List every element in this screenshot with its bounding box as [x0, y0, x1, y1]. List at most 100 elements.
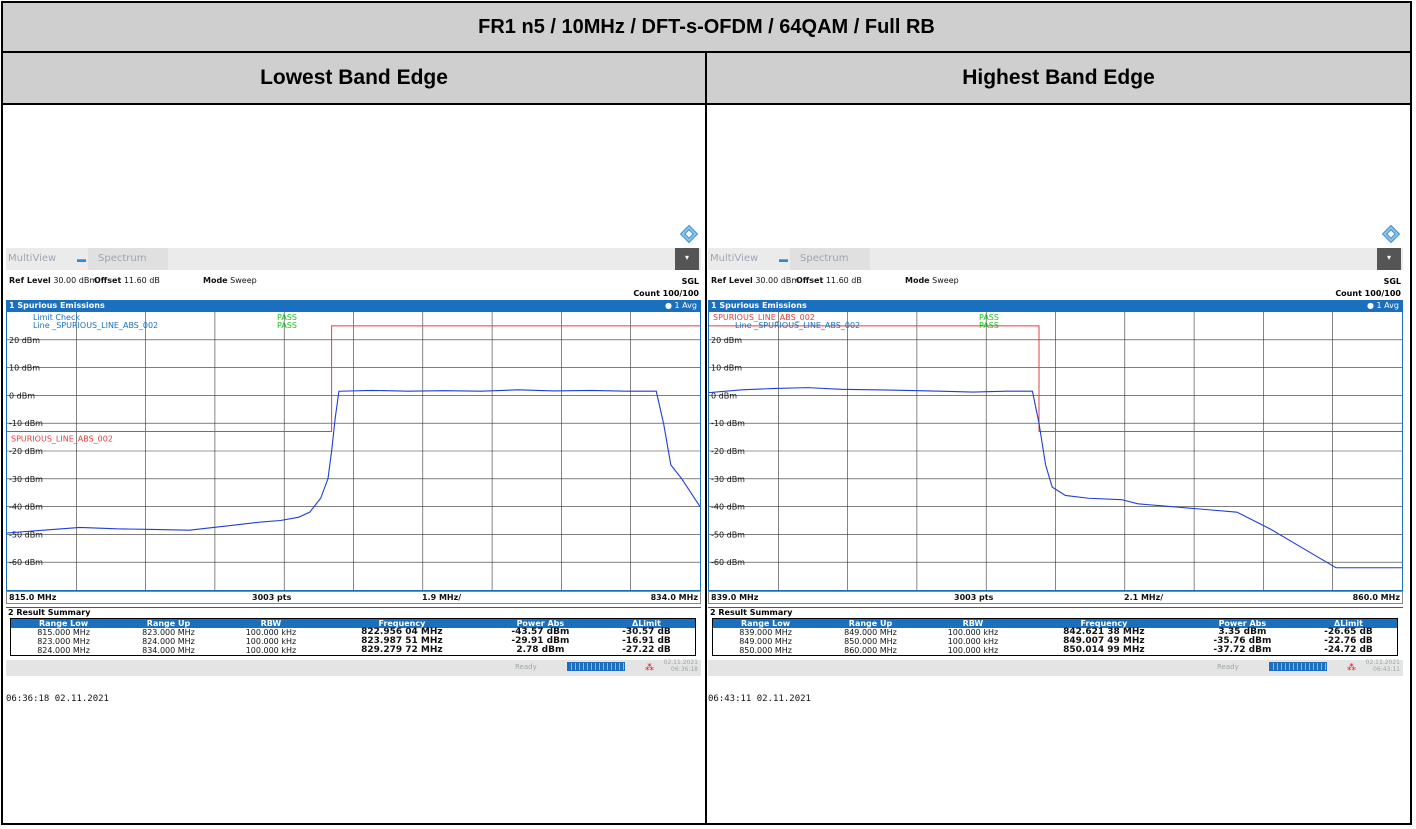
status-datetime: 02.11.2021 06:36:18 [663, 659, 698, 673]
toolbar [6, 248, 701, 270]
offset: Offset 11.60 dB [796, 276, 862, 285]
ref-level: Ref Level 30.00 dBm [9, 276, 98, 285]
y-tick-label: -30 dBm [9, 475, 43, 484]
x-stop-label: 834.0 MHz [650, 593, 698, 602]
rs-logo-icon [1381, 224, 1401, 244]
legend-label: Line _SPURIOUS_LINE_ABS_002 [735, 321, 860, 330]
warning-icon: ⁂ [1347, 662, 1356, 672]
status-datetime: 02.11.2021 06:43:11 [1365, 659, 1400, 673]
y-tick-label: -10 dBm [9, 419, 43, 428]
table-cell: 834.000 MHz [142, 646, 195, 655]
table-row: 850.000 MHz 860.000 MHz 100.000 kHz 850.014… [713, 646, 1398, 656]
multiview-tab[interactable]: MultiView [710, 253, 759, 264]
y-tick-label: 10 dBm [9, 364, 40, 373]
spectrum-trace [7, 389, 700, 534]
table-cell: 823.987 51 MHz [361, 636, 443, 646]
spectrum-tab[interactable]: Spectrum [790, 248, 870, 270]
table-cell: -30.57 dB [622, 627, 671, 637]
table-cell: 823.000 MHz [142, 628, 195, 637]
multiview-tab[interactable]: MultiView [8, 253, 57, 264]
timestamp-lowest: 06:36:18 02.11.2021 [6, 694, 109, 704]
table-cell: -29.91 dBm [511, 636, 570, 646]
table-cell: 850.000 MHz [739, 646, 792, 655]
result-summary-title: 2 Result Summary [708, 607, 1403, 617]
table-cell: 824.000 MHz [37, 646, 90, 655]
y-tick-label: -10 dBm [711, 419, 745, 428]
table-cell: 100.000 kHz [245, 637, 297, 646]
table-cell: -16.91 dB [622, 636, 671, 646]
offset: Offset 11.60 dB [94, 276, 160, 285]
table-cell: 100.000 kHz [947, 637, 999, 646]
y-tick-label: 10 dBm [711, 364, 742, 373]
table-cell: 849.007 49 MHz [1063, 636, 1145, 646]
status-ready: Ready [1217, 663, 1239, 671]
legend-label: Line _SPURIOUS_LINE_ABS_002 [33, 321, 158, 330]
column-header: RBW [922, 618, 1024, 628]
table-cell: -24.72 dB [1324, 645, 1373, 655]
column-header: RBW [220, 618, 322, 628]
y-tick-label: -40 dBm [9, 503, 43, 512]
table-cell: 100.000 kHz [947, 628, 999, 637]
table-cell: -37.72 dBm [1213, 645, 1272, 655]
column-header: Frequency [321, 618, 483, 628]
x-stop-label: 860.0 MHz [1352, 593, 1400, 602]
toolbar [708, 248, 1403, 270]
x-start-label: 839.0 MHz [711, 593, 759, 602]
spectrum-panel-lowest: MultiView ▬ Spectrum ▾ Ref Level 30.00 d… [6, 224, 701, 680]
column-header: Range Low [10, 618, 117, 628]
table-cell: 815.000 MHz [37, 628, 90, 637]
table-row: 824.000 MHz 834.000 MHz 100.000 kHz 829.279… [11, 646, 696, 656]
table-cell: 849.000 MHz [844, 628, 897, 637]
spectrum-tab[interactable]: Spectrum [88, 248, 168, 270]
legend-status: PASS [277, 313, 297, 322]
y-tick-label: 0 dBm [711, 391, 737, 400]
y-tick-label: -20 dBm [9, 447, 43, 456]
div-label: 1.9 MHz/ [422, 593, 462, 602]
table-cell: 850.014 99 MHz [1063, 645, 1145, 655]
warning-icon: ⁂ [645, 662, 654, 672]
y-tick-label: -30 dBm [711, 475, 745, 484]
legend-label: SPURIOUS_LINE_ABS_002 [713, 313, 815, 322]
chevron-down-icon[interactable]: ▾ [675, 248, 699, 270]
column-header: Range Low [712, 618, 819, 628]
spectrum-trace [709, 387, 1402, 569]
table-row: 839.000 MHz 849.000 MHz 100.000 kHz 842.621… [713, 627, 1398, 638]
column-header: Power Abs [1184, 618, 1300, 628]
column-header: ΔLimit [597, 618, 696, 628]
y-tick-label: -50 dBm [711, 530, 745, 539]
legend-status: PASS [277, 321, 297, 330]
spectrum-panel-highest: MultiView ▬ Spectrum ▾ Ref Level 30.00 d… [708, 224, 1403, 680]
multiview-indicator-icon: ▬ [77, 254, 86, 264]
status-bar [708, 660, 1403, 676]
x-start-label: 815.0 MHz [9, 593, 57, 602]
status-ready: Ready [515, 663, 537, 671]
y-tick-label: -50 dBm [9, 530, 43, 539]
column-divider [705, 53, 707, 823]
avg-indicator: ● 1 Avg [665, 301, 697, 310]
progress-bar [1269, 662, 1327, 671]
table-cell: 100.000 kHz [947, 646, 999, 655]
timestamp-highest: 06:43:11 02.11.2021 [708, 694, 811, 704]
multiview-indicator-icon: ▬ [779, 254, 788, 264]
y-tick-label: -60 dBm [9, 558, 43, 567]
table-cell: 100.000 kHz [245, 646, 297, 655]
table-cell: 3.35 dBm [1218, 627, 1267, 637]
sweep-count: SGL Count 100/100 [633, 277, 699, 298]
table-cell: 824.000 MHz [142, 637, 195, 646]
page-title: FR1 n5 / 10MHz / DFT-s-OFDM / 64QAM / Fu… [3, 3, 1410, 53]
spectrum-plot: 20 dBm 10 dBm 0 dBm -10 dBm -20 dBm -30 dBm -4… [708, 311, 1403, 591]
limit-line [709, 325, 1402, 433]
table-cell: 839.000 MHz [739, 628, 792, 637]
column-header: Frequency [1023, 618, 1185, 628]
table-cell: 860.000 MHz [844, 646, 897, 655]
ref-level: Ref Level 30.00 dBm [711, 276, 800, 285]
table-cell: -27.22 dB [622, 645, 671, 655]
table-cell: 850.000 MHz [844, 637, 897, 646]
highest-band-edge-heading: Highest Band Edge [707, 53, 1410, 105]
result-summary-table: Range Low Range Up RBW Frequency Power Abs ΔL… [712, 618, 1398, 656]
limit-line [7, 325, 700, 433]
chevron-down-icon[interactable]: ▾ [1377, 248, 1401, 270]
table-cell: 822.956 04 MHz [361, 627, 443, 637]
table-row: 815.000 MHz 823.000 MHz 100.000 kHz 822.956… [11, 627, 696, 638]
